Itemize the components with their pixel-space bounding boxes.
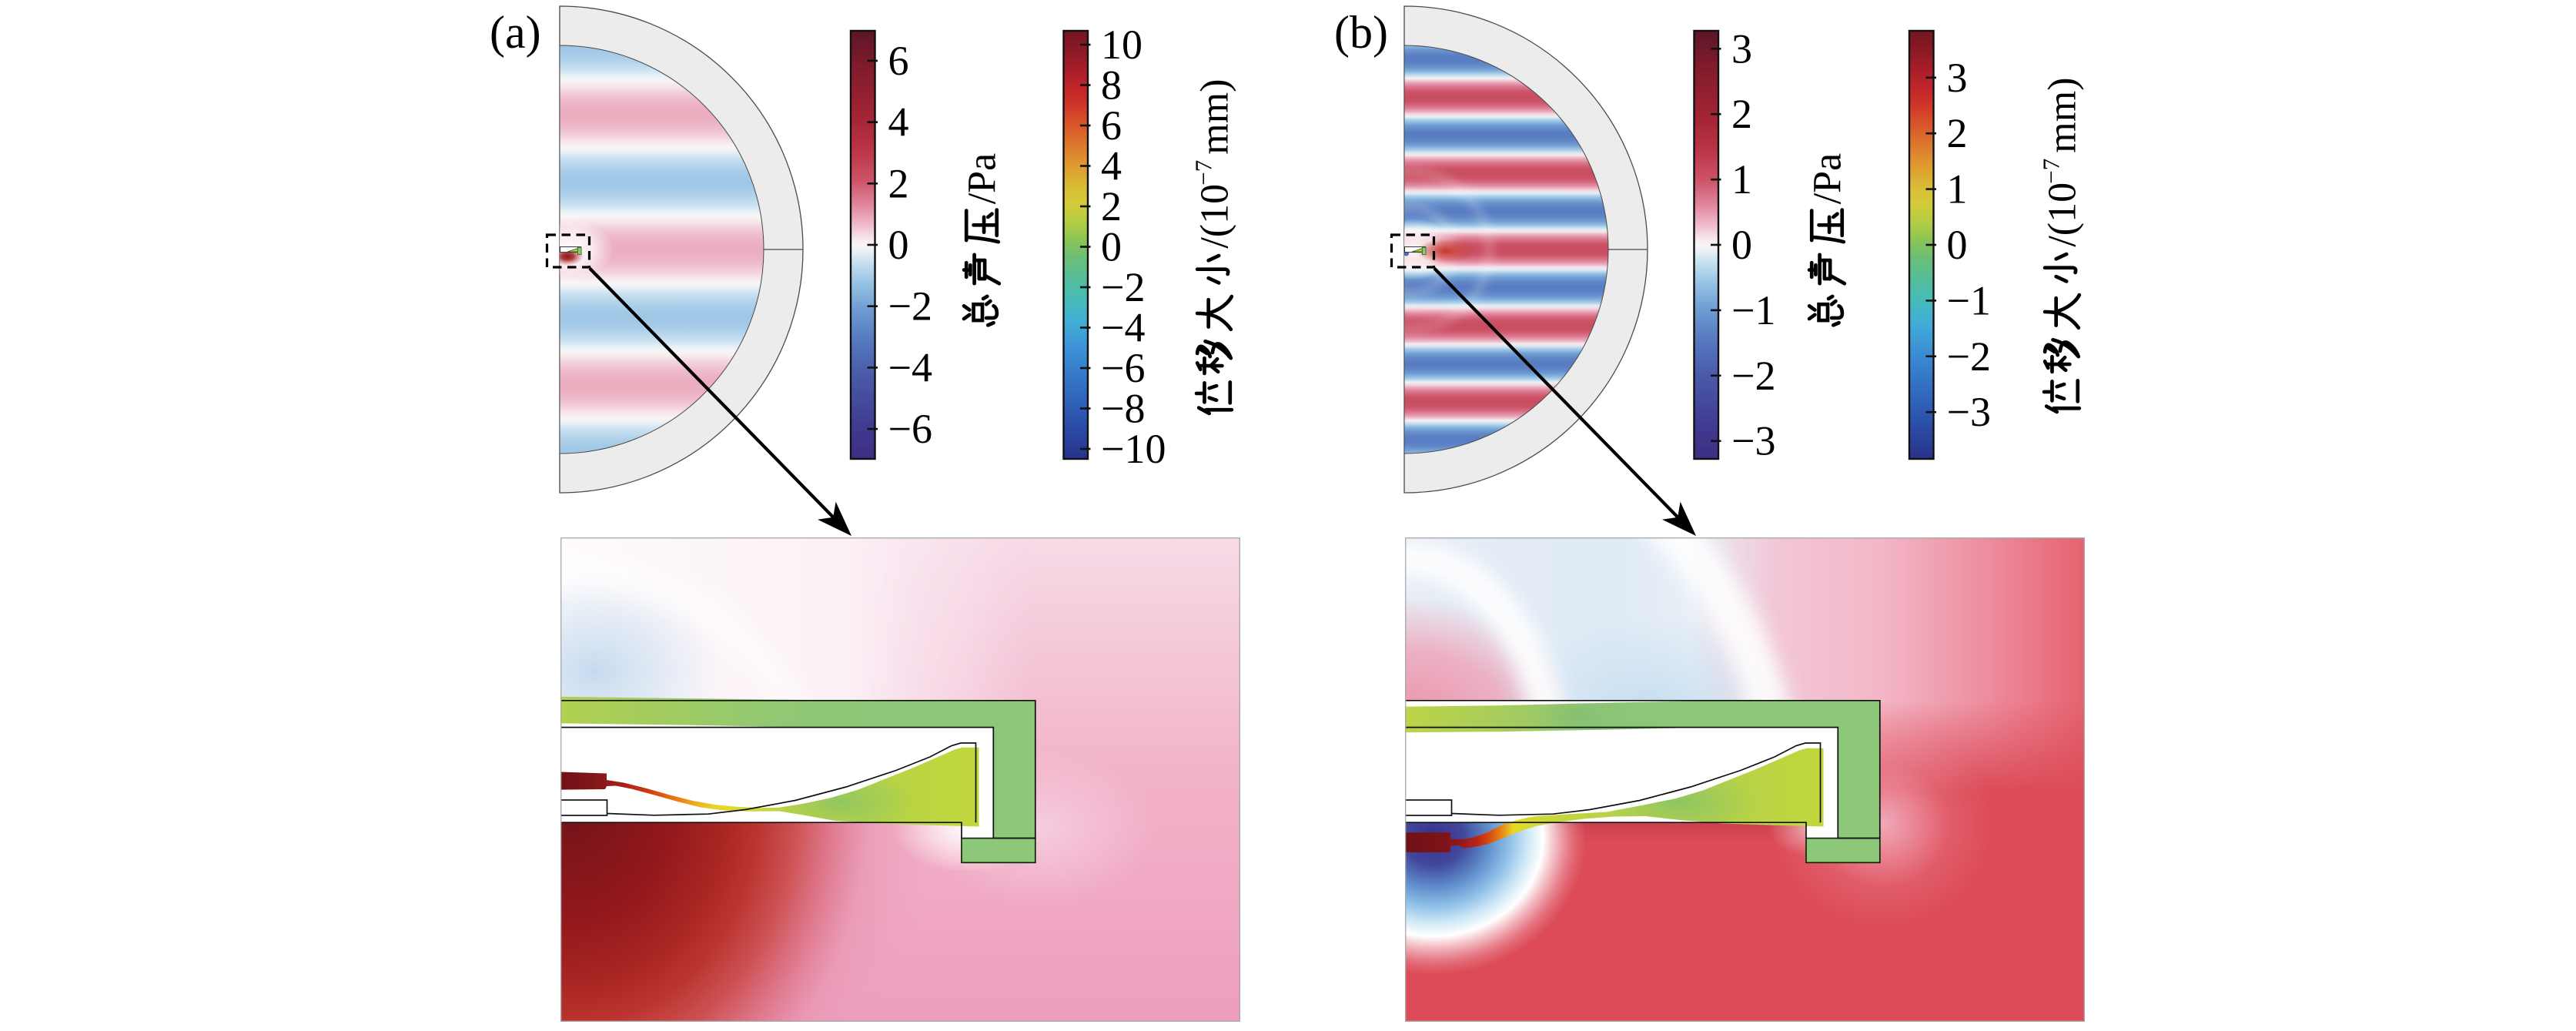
svg-text:−2: −2	[888, 283, 932, 330]
svg-text:−10: −10	[1101, 426, 1166, 472]
svg-text:(a): (a)	[490, 7, 541, 58]
svg-text:6: 6	[888, 38, 909, 84]
svg-text:2: 2	[888, 160, 909, 206]
svg-text:(b): (b)	[1334, 7, 1388, 58]
svg-text:mm): mm)	[2041, 77, 2085, 152]
svg-text:/(10: /(10	[2041, 182, 2085, 247]
svg-text:−6: −6	[1101, 345, 1145, 391]
svg-text:−4: −4	[888, 344, 932, 390]
svg-text:4: 4	[1101, 143, 1122, 189]
svg-text:1: 1	[1731, 156, 1752, 203]
svg-text:/(10: /(10	[1193, 184, 1237, 249]
svg-text:10: 10	[1101, 22, 1142, 68]
svg-text:0: 0	[1731, 222, 1752, 268]
svg-text:−8: −8	[1101, 386, 1145, 432]
svg-text:2: 2	[1731, 91, 1752, 137]
svg-text:0: 0	[1947, 222, 1968, 268]
svg-text:−2: −2	[1101, 264, 1145, 310]
svg-text:2: 2	[1101, 183, 1122, 229]
svg-text:−7: −7	[1190, 160, 1217, 186]
svg-text:−4: −4	[1101, 305, 1145, 351]
svg-text:−2: −2	[1731, 353, 1775, 399]
svg-text:6: 6	[1101, 102, 1122, 149]
svg-text:−3: −3	[1947, 389, 1991, 435]
svg-text:8: 8	[1101, 62, 1122, 109]
svg-text:/Pa: /Pa	[1806, 153, 1850, 204]
svg-text:1: 1	[1947, 166, 1968, 213]
svg-text:−6: −6	[888, 406, 932, 452]
svg-text:0: 0	[888, 222, 909, 268]
svg-text:4: 4	[888, 99, 909, 146]
svg-text:−1: −1	[1947, 277, 1991, 323]
svg-text:/Pa: /Pa	[961, 153, 1005, 204]
svg-text:mm): mm)	[1193, 79, 1237, 154]
svg-text:−1: −1	[1731, 287, 1775, 333]
svg-text:3: 3	[1947, 55, 1968, 101]
svg-text:−2: −2	[1947, 333, 1991, 380]
svg-text:2: 2	[1947, 110, 1968, 156]
svg-text:0: 0	[1101, 224, 1122, 270]
svg-text:3: 3	[1731, 25, 1752, 72]
svg-text:−3: −3	[1731, 418, 1775, 464]
svg-text:−7: −7	[2038, 159, 2065, 184]
